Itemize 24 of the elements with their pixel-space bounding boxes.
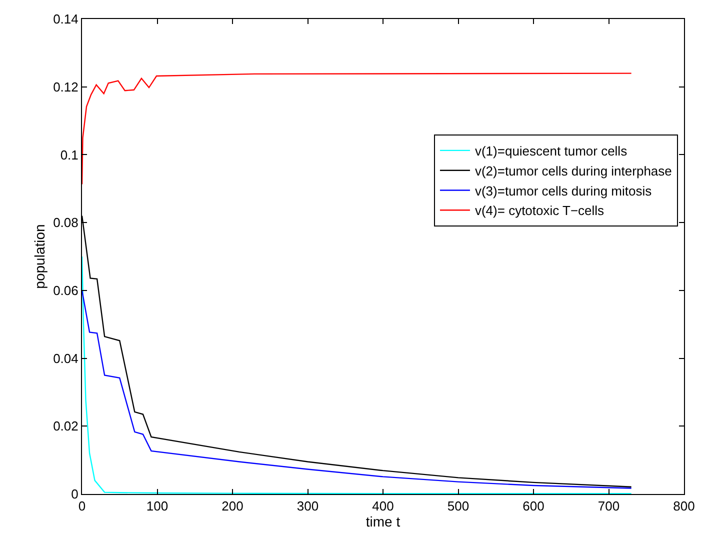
- y-tick-label: 0.12: [53, 79, 78, 94]
- x-axis-title: time t: [366, 514, 400, 530]
- x-tick-label: 500: [447, 498, 470, 514]
- x-tick-label: 800: [673, 498, 695, 514]
- x-tick-label: 300: [296, 498, 319, 514]
- y-axis-title: population: [32, 224, 48, 289]
- y-tick-label: 0.08: [53, 215, 78, 230]
- x-tick-label: 400: [372, 498, 394, 514]
- legend-label: v(4)= cytotoxic T−cells: [474, 203, 605, 218]
- y-tick-label: 0.06: [53, 282, 78, 298]
- legend-label: v(1)=quiescent tumor cells: [474, 144, 628, 159]
- x-tick-label: 200: [222, 498, 244, 514]
- y-tick-label: 0: [71, 486, 78, 502]
- y-tick-label: 0.02: [53, 418, 78, 434]
- legend-label: v(2)=tumor cells during interphase: [474, 163, 672, 178]
- y-tick-label: 0.04: [53, 350, 78, 366]
- x-tick-label: 100: [146, 498, 168, 514]
- line-series: [82, 290, 632, 489]
- x-tick-label: 600: [522, 498, 544, 514]
- y-tick-label: 0.14: [53, 12, 78, 27]
- line-series: [82, 256, 632, 494]
- legend-label: v(3)=tumor cells during mitosis: [474, 183, 652, 198]
- y-tick-label: 0.1: [60, 147, 78, 162]
- x-tick-label: 700: [598, 498, 620, 514]
